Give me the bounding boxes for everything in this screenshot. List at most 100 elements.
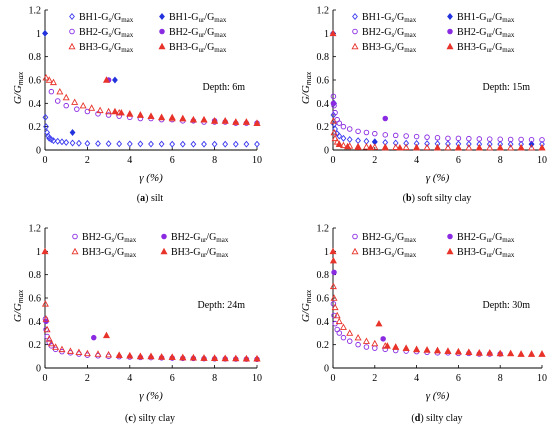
legend-label-sub2: max <box>502 46 515 54</box>
y-tick-label: 0.8 <box>29 52 42 63</box>
y-tick-label: 1.2 <box>317 224 330 235</box>
data-point <box>486 143 494 151</box>
x-axis-label: γ (%) <box>426 172 450 184</box>
data-point <box>94 350 102 357</box>
legend-label-main: BH1-G <box>457 12 486 23</box>
data-point <box>486 140 493 148</box>
legend-label-sub: ur <box>486 236 493 244</box>
legend-label-suffix: /G <box>204 42 214 53</box>
legend-label-suffix: /G <box>111 42 121 53</box>
data-point <box>49 78 57 86</box>
data-point <box>380 336 386 342</box>
series-bh3-gur-gmax <box>102 76 261 126</box>
data-point <box>475 143 483 151</box>
data-point <box>117 108 125 116</box>
y-tick-label: 0 <box>324 364 329 375</box>
data-point <box>222 140 229 148</box>
data-point <box>329 117 337 124</box>
x-tick-label: 2 <box>372 373 377 384</box>
legend-label-sub: ur <box>200 251 207 259</box>
data-point <box>454 143 462 151</box>
x-tick-label: 2 <box>85 155 90 166</box>
data-point <box>329 282 337 290</box>
data-point <box>221 354 229 362</box>
y-tick-label: 0.6 <box>29 76 42 87</box>
legend-label-sub: s <box>391 16 394 24</box>
data-point <box>158 140 165 148</box>
legend-label: BH3-Gs/Gmax <box>82 247 137 259</box>
chart-panel-c: 00.20.40.60.811.20 2 4 6 8 10γ (%)G/GmaxDepth… <box>12 224 262 425</box>
series-bh3-gur-gmax <box>41 247 261 362</box>
data-point <box>346 126 353 132</box>
data-point <box>336 330 343 336</box>
x-tick-label: 6 <box>170 155 175 166</box>
legend-label-suffix: /G <box>394 27 404 38</box>
caption-letter-close: ) <box>412 193 418 204</box>
legend-marker <box>352 233 358 240</box>
data-point <box>54 98 61 104</box>
data-point <box>91 334 97 341</box>
legend-marker <box>352 28 358 35</box>
data-point <box>528 143 536 151</box>
data-point <box>486 349 494 356</box>
data-point <box>45 335 53 342</box>
panel-caption: (b) soft silty clay <box>403 193 472 204</box>
data-point <box>102 76 110 83</box>
data-point <box>232 118 240 125</box>
data-point <box>331 303 339 311</box>
legend-marker <box>351 42 359 50</box>
series-bh2-gur-gmax <box>43 318 97 341</box>
data-point <box>43 325 51 333</box>
legend-label-main: BH3-G <box>82 247 111 258</box>
legend-label-sub2: max <box>216 236 229 244</box>
data-point <box>444 347 452 354</box>
legend-label-sub2: max <box>214 16 227 24</box>
data-point <box>79 101 87 109</box>
legend-label: BH1-Gs/Gmax <box>362 12 417 24</box>
y-axis-label-sub: max <box>16 289 25 303</box>
data-point <box>333 311 341 319</box>
legend-marker <box>446 247 454 255</box>
data-point <box>392 143 400 150</box>
legend-label-suffix: /G <box>204 12 214 23</box>
data-point <box>58 345 66 353</box>
y-tick-label: 0.8 <box>29 270 42 281</box>
data-point <box>41 300 49 307</box>
data-point <box>83 349 91 357</box>
legend-label-main: BH3-G <box>362 247 391 258</box>
data-point <box>47 339 55 347</box>
data-point <box>147 352 155 360</box>
data-point <box>56 87 64 95</box>
data-point <box>445 140 451 148</box>
y-axis-label-main: G/G <box>300 303 312 322</box>
data-point <box>189 354 197 361</box>
data-point <box>346 338 353 344</box>
data-point <box>371 339 379 347</box>
legend-label-main: BH2-G <box>169 27 198 38</box>
data-point <box>147 112 155 119</box>
data-point <box>465 348 473 355</box>
depth-annotation: Depth: 15m <box>483 82 531 93</box>
data-point <box>381 143 389 151</box>
data-point <box>375 319 383 327</box>
legend-label-main: BH2-G <box>82 232 111 243</box>
legend-label-main: BH3-G <box>362 42 391 53</box>
legend-label: BH3-Gur/Gmax <box>457 247 515 259</box>
legend-label-suffix: /G <box>492 12 502 23</box>
data-point <box>528 350 536 357</box>
data-point <box>329 256 337 264</box>
data-point <box>62 93 70 101</box>
y-tick-label: 0.6 <box>317 76 330 87</box>
x-tick-label: 8 <box>212 373 217 384</box>
x-tick-label: 4 <box>127 155 132 166</box>
data-point <box>330 128 338 136</box>
data-point <box>538 143 546 151</box>
caption-text: silty clay <box>426 413 462 424</box>
data-point <box>339 323 347 330</box>
legend-label-sub2: max <box>214 46 227 54</box>
y-tick-label: 0.8 <box>317 270 330 281</box>
legend-label-sub: s <box>391 251 394 259</box>
x-tick-label: 0 <box>331 373 336 384</box>
legend-label-sub: s <box>108 46 111 54</box>
data-point <box>66 347 74 354</box>
